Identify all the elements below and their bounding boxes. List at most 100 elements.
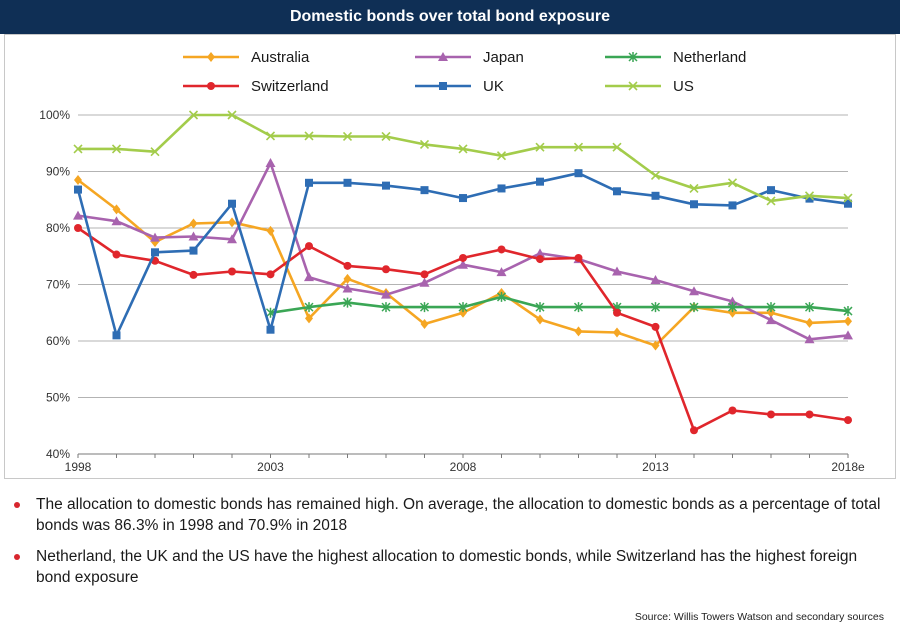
data-point-japan bbox=[843, 330, 853, 340]
data-point-switzerland bbox=[459, 253, 467, 262]
data-point-switzerland bbox=[382, 265, 390, 274]
legend-label: Netherland bbox=[673, 49, 746, 66]
data-point-australia bbox=[574, 326, 583, 337]
data-point-netherland bbox=[535, 302, 545, 313]
chart-title-text: Domestic bonds over total bond exposure bbox=[289, 8, 611, 25]
data-point-australia bbox=[613, 327, 621, 338]
legend-item-us: US bbox=[605, 78, 694, 95]
series-netherland bbox=[265, 291, 853, 318]
data-point-us bbox=[689, 183, 699, 194]
data-point-us bbox=[150, 147, 160, 157]
y-tick-label: 40% bbox=[46, 447, 70, 461]
data-point-australia bbox=[74, 174, 82, 185]
data-point-australia bbox=[728, 307, 737, 318]
data-point-uk bbox=[305, 178, 313, 187]
data-point-switzerland bbox=[228, 267, 236, 276]
data-point-japan bbox=[150, 232, 160, 242]
data-point-japan bbox=[304, 272, 314, 282]
y-tick-label: 70% bbox=[46, 278, 70, 292]
x-tick-label: 1998 bbox=[65, 460, 92, 474]
data-point-us bbox=[650, 170, 661, 181]
data-point-us bbox=[804, 191, 815, 201]
data-point-us bbox=[73, 144, 83, 154]
legend-item-australia: Australia bbox=[183, 49, 310, 66]
data-point-us bbox=[535, 142, 545, 152]
series-uk bbox=[74, 169, 852, 340]
data-point-switzerland bbox=[574, 253, 583, 262]
data-point-uk bbox=[767, 186, 775, 195]
data-point-japan bbox=[612, 266, 622, 276]
data-point-japan bbox=[73, 210, 83, 220]
data-point-uk bbox=[151, 248, 159, 257]
legend-label: Australia bbox=[251, 49, 310, 66]
data-point-australia bbox=[112, 204, 121, 215]
data-point-uk bbox=[574, 169, 583, 178]
data-point-australia bbox=[266, 225, 275, 236]
data-point-switzerland bbox=[420, 270, 429, 279]
legend-item-uk: UK bbox=[415, 78, 504, 95]
data-point-uk bbox=[613, 187, 621, 196]
data-point-netherland bbox=[727, 302, 738, 313]
data-point-australia bbox=[651, 340, 660, 351]
legend-marker-icon bbox=[628, 81, 638, 91]
data-point-australia bbox=[459, 307, 467, 318]
data-point-japan bbox=[419, 277, 430, 287]
data-point-netherland bbox=[843, 306, 853, 317]
data-point-us bbox=[458, 144, 468, 154]
legend-label: UK bbox=[483, 78, 504, 95]
data-point-uk bbox=[536, 177, 544, 186]
data-point-netherland bbox=[419, 302, 430, 313]
data-point-us bbox=[227, 110, 237, 120]
data-point-uk bbox=[420, 186, 429, 195]
series-switzerland bbox=[74, 224, 852, 435]
data-point-japan bbox=[496, 267, 507, 277]
bullet-text: The allocation to domestic bonds has rem… bbox=[36, 496, 881, 534]
data-point-netherland bbox=[304, 302, 314, 313]
data-point-us bbox=[612, 142, 622, 152]
bullet-list: The allocation to domestic bonds has rem… bbox=[14, 494, 890, 598]
data-point-us bbox=[573, 142, 584, 152]
data-point-australia bbox=[305, 313, 313, 324]
legend-item-japan: Japan bbox=[415, 49, 524, 66]
data-point-australia bbox=[844, 316, 852, 327]
data-point-australia bbox=[343, 273, 352, 284]
axes: 40% 50% 60% 70% 80% 90% 100% 1998 2003 2008 2013 20… bbox=[39, 108, 865, 474]
legend-marker-icon bbox=[628, 52, 638, 62]
data-point-us bbox=[381, 131, 391, 142]
data-point-us bbox=[265, 131, 276, 141]
data-point-uk bbox=[728, 201, 737, 210]
x-tick-label: 2003 bbox=[257, 460, 284, 474]
data-point-netherland bbox=[804, 302, 815, 313]
data-point-uk bbox=[805, 194, 814, 203]
series-lines bbox=[73, 110, 853, 435]
data-point-uk bbox=[112, 331, 121, 340]
bullet-dot-icon bbox=[14, 502, 20, 508]
data-point-japan bbox=[188, 231, 199, 241]
data-point-switzerland bbox=[112, 250, 121, 259]
data-point-uk bbox=[651, 191, 660, 200]
bullet-item: The allocation to domestic bonds has rem… bbox=[14, 494, 890, 536]
data-point-switzerland bbox=[651, 322, 660, 331]
data-point-uk bbox=[459, 194, 467, 203]
data-point-australia bbox=[189, 218, 198, 229]
data-point-netherland bbox=[381, 302, 391, 313]
data-point-japan bbox=[766, 315, 776, 325]
data-point-uk bbox=[228, 199, 236, 208]
data-point-us bbox=[843, 193, 853, 203]
data-point-netherland bbox=[496, 291, 507, 302]
data-point-netherland bbox=[573, 302, 584, 313]
data-point-us bbox=[727, 178, 738, 188]
data-point-netherland bbox=[342, 297, 353, 308]
data-point-japan bbox=[342, 283, 353, 293]
legend-marker-icon bbox=[438, 52, 448, 61]
data-point-switzerland bbox=[690, 426, 698, 435]
legend: Australia Japan Netherland Switzerland UK US bbox=[183, 49, 746, 95]
y-tick-label: 50% bbox=[46, 391, 70, 405]
x-tick-label: 2008 bbox=[450, 460, 477, 474]
data-point-uk bbox=[844, 199, 852, 208]
data-point-uk bbox=[74, 185, 82, 194]
data-point-switzerland bbox=[266, 270, 275, 279]
legend-marker-icon bbox=[207, 82, 215, 90]
source-note: Source: Willis Towers Watson and seconda… bbox=[634, 611, 884, 623]
series-line-netherland bbox=[270, 295, 849, 315]
